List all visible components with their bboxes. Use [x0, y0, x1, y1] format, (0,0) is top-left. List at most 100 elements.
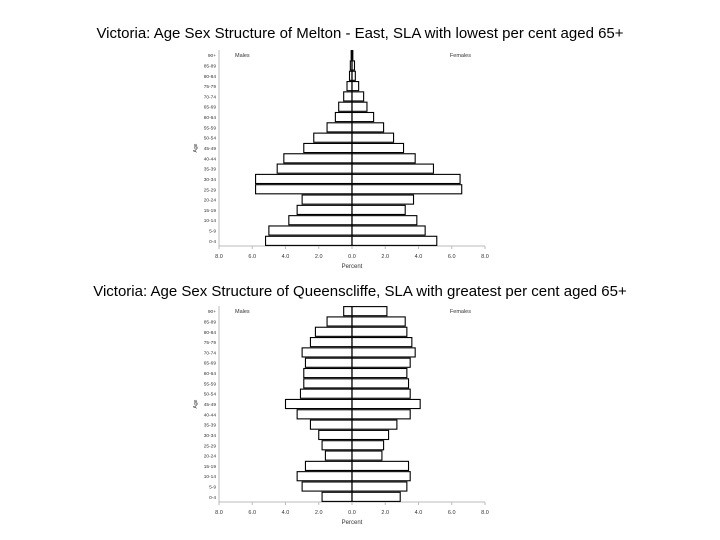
bottom-age-label: 65-69 [204, 361, 217, 367]
bottom-bar-females-80-84 [351, 326, 408, 337]
top-age-label: 70-74 [204, 94, 217, 100]
bottom-bar-females-65-69 [351, 357, 411, 368]
bottom-bar-males-65-69 [304, 357, 353, 368]
top-bar-females-40-44 [351, 153, 416, 164]
bottom-age-label: 45-49 [204, 402, 217, 408]
top-bar-females-30-34 [351, 173, 461, 185]
bottom-bar-females-85-89 [351, 316, 406, 327]
bottom-age-label: 35-39 [204, 423, 217, 429]
top-bar-males-45-49 [303, 142, 353, 154]
bottom-age-label: 50-54 [204, 392, 217, 398]
bottom-bar-females-55-59 [351, 378, 410, 389]
top-x-tick-label: 8.0 [481, 254, 489, 260]
bottom-age-label: 30-34 [204, 433, 217, 439]
bottom-bar-females-45-49 [351, 398, 421, 410]
top-x-tick-label: 2.0 [315, 254, 323, 260]
top-age-label: 15-19 [204, 208, 217, 214]
bottom-bar-females-5-9 [351, 481, 408, 492]
bottom-x-tick-label: 2.0 [315, 510, 323, 516]
bottom-age-label: 80-84 [204, 330, 217, 336]
bottom-x-tick-label: 8.0 [215, 510, 223, 516]
bottom-age-label: 75-79 [204, 340, 217, 346]
bottom-bar-males-50-54 [299, 388, 353, 399]
top-bar-females-60-64 [351, 111, 375, 123]
top-age-label: 85-89 [204, 63, 217, 69]
top-bar-females-15-19 [351, 204, 406, 216]
bottom-x-tick-label: 4.0 [415, 510, 423, 516]
bottom-bar-males-60-64 [303, 367, 353, 379]
bottom-x-tick-label: 4.0 [282, 510, 290, 516]
top-x-tick-label: 0.0 [348, 254, 356, 260]
top-bar-females-50-54 [351, 132, 395, 143]
top-bar-males-25-29 [255, 184, 353, 195]
top-x-tick-label: 6.0 [448, 254, 456, 260]
bottom-bar-females-70-74 [351, 347, 416, 358]
top-bar-males-40-44 [283, 153, 353, 164]
bottom-age-label: 55-59 [204, 381, 217, 387]
top-x-tick-label: 6.0 [248, 254, 256, 260]
bottom-age-label: 70-74 [204, 350, 217, 356]
chart-title-top: Victoria: Age Sex Structure of Melton - … [96, 25, 624, 42]
bottom-bar-males-30-34 [318, 429, 353, 441]
bottom-y-axis-label: Age [193, 399, 199, 408]
bottom-bar-males-5-9 [301, 481, 353, 492]
top-bar-females-75-79 [351, 80, 360, 92]
bottom-x-axis-label: Percent [342, 520, 363, 526]
population-pyramid-queenscliffe: 8.0 6.0 4.0 2.0 0.0 2.0 4.0 6.0 8.0 Percent Age Mal… [193, 306, 489, 526]
top-age-label: 90+ [208, 53, 216, 59]
top-age-label: 35-39 [204, 167, 217, 173]
population-pyramid-melton-east: 8.0 6.0 4.0 2.0 0.0 2.0 4.0 6.0 8.0 Percent Age Mal… [193, 50, 489, 270]
top-bar-males-20-24 [301, 194, 353, 205]
bottom-age-label: 40-44 [204, 412, 217, 418]
bottom-bar-males-35-39 [309, 419, 353, 430]
bottom-bar-males-90+ [343, 306, 353, 317]
bottom-bar-females-35-39 [351, 419, 398, 430]
top-x-tick-label: 4.0 [415, 254, 423, 260]
top-bar-males-60-64 [334, 111, 353, 123]
bottom-legend-males: Males [235, 309, 250, 315]
top-bar-females-70-74 [351, 91, 365, 102]
top-age-label: 10-14 [204, 218, 217, 224]
top-x-tick-label: 2.0 [381, 254, 389, 260]
top-bar-males-0-4 [264, 235, 353, 246]
bottom-age-label: 25-29 [204, 443, 217, 449]
top-bar-females-20-24 [351, 194, 415, 205]
top-legend-females: Females [450, 53, 471, 59]
bottom-bar-females-20-24 [351, 450, 383, 461]
top-bar-males-5-9 [268, 225, 353, 236]
bottom-bar-females-0-4 [351, 491, 401, 502]
top-age-label: 20-24 [204, 198, 217, 204]
bottom-bar-females-50-54 [351, 388, 411, 399]
top-bar-females-45-49 [351, 142, 405, 154]
bottom-x-tick-label: 6.0 [248, 510, 256, 516]
bottom-bar-males-80-84 [314, 326, 353, 337]
bottom-x-tick-label: 6.0 [448, 510, 456, 516]
top-bar-females-35-39 [351, 163, 435, 174]
bottom-bar-females-15-19 [351, 460, 410, 472]
top-age-label: 55-59 [204, 125, 217, 131]
bottom-bar-females-25-29 [351, 440, 385, 451]
top-age-label: 60-64 [204, 115, 217, 121]
bottom-age-label: 0-4 [209, 495, 216, 501]
top-bar-males-10-14 [288, 215, 353, 226]
bottom-x-tick-label: 2.0 [381, 510, 389, 516]
top-bar-females-55-59 [351, 122, 385, 133]
bottom-bar-males-75-79 [309, 336, 353, 348]
chart-title-bottom: Victoria: Age Sex Structure of Queenscli… [93, 283, 627, 300]
top-bar-males-75-79 [346, 80, 353, 92]
top-age-label: 5-9 [209, 229, 216, 235]
bottom-bar-males-15-19 [304, 460, 353, 472]
bottom-bar-males-20-24 [324, 450, 353, 461]
top-age-label: 50-54 [204, 136, 217, 142]
top-bar-males-30-34 [255, 173, 353, 185]
bottom-x-tick-label: 8.0 [481, 510, 489, 516]
top-bar-females-10-14 [351, 215, 418, 226]
bottom-bar-males-45-49 [284, 398, 353, 410]
bottom-bar-females-40-44 [351, 409, 411, 420]
bottom-x-tick-label: 0.0 [348, 510, 356, 516]
top-bar-females-65-69 [351, 101, 368, 112]
top-age-label: 40-44 [204, 156, 217, 162]
top-age-label: 80-84 [204, 74, 217, 80]
bottom-bar-males-55-59 [303, 378, 353, 389]
bottom-age-label: 15-19 [204, 464, 217, 470]
